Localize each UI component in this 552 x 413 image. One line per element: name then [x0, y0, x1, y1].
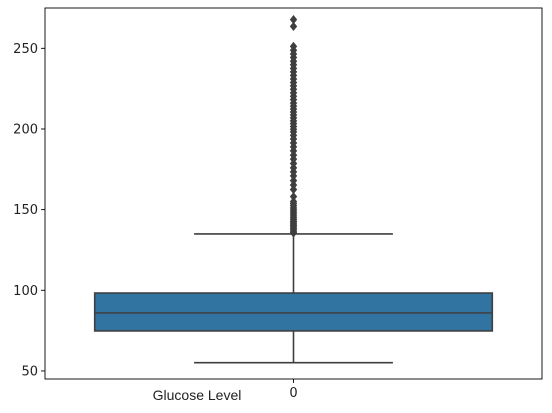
- y-tick-label-50: 50: [21, 364, 38, 379]
- y-tick-label-150: 150: [13, 203, 38, 218]
- x-axis: 0: [289, 379, 298, 401]
- outlier-point: [289, 175, 298, 186]
- outlier-point: [289, 21, 298, 31]
- x-axis-label: Glucose Level: [153, 387, 242, 403]
- iqr-box: [93, 292, 494, 332]
- outlier-point: [289, 15, 298, 25]
- plot-marks: [93, 15, 494, 364]
- outlier-point: [289, 196, 298, 207]
- x-tick-label-0: 0: [289, 386, 297, 401]
- outlier-point: [289, 41, 298, 51]
- outlier-point: [289, 191, 298, 202]
- y-tick-label-250: 250: [13, 42, 38, 57]
- y-tick-label-100: 100: [13, 284, 38, 299]
- y-tick-label-200: 200: [13, 122, 38, 137]
- y-axis: 50 100 150 200 250: [13, 42, 45, 379]
